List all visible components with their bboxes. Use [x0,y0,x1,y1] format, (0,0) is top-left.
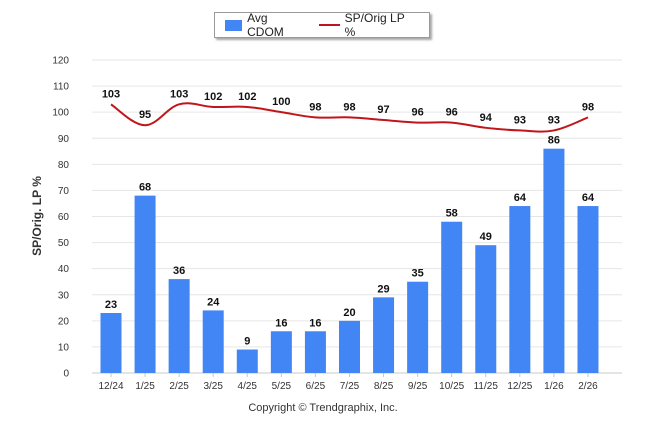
x-axis-ticks: 12/24 1/25 2/25 3/25 4/25 5/25 6/25 7/25 8/25 9/2… [98,373,598,392]
x-tick-label: 1/25 [135,381,155,392]
bar-data-label: 29 [377,283,389,295]
bar-avg-cdom[interactable] [509,206,531,373]
x-tick-label: 2/26 [578,381,598,392]
x-tick-label: 10/25 [439,381,464,392]
bar-avg-cdom[interactable] [100,313,122,373]
bar-avg-cdom[interactable] [407,281,429,373]
bar-avg-cdom[interactable] [168,279,190,373]
line-data-label: 95 [139,109,151,121]
line-data-label: 98 [582,101,594,113]
y-tick-label: 70 [58,186,70,197]
line-data-label: 97 [377,104,389,116]
y-tick-label: 80 [58,160,70,171]
bar-avg-cdom[interactable] [373,297,395,373]
line-data-label: 100 [272,96,290,108]
y-tick-label: 90 [58,134,70,145]
bar-avg-cdom[interactable] [236,349,258,373]
bar-data-label: 16 [309,317,321,329]
x-tick-label: 8/25 [374,381,394,392]
legend-bar-swatch [225,19,243,31]
y-tick-label: 50 [58,238,70,249]
bar-avg-cdom[interactable] [543,148,565,373]
bar-data-label: 23 [105,299,117,311]
legend-line-label: SP/Orig LP % [344,11,405,39]
x-tick-label: 12/24 [98,381,123,392]
x-tick-label: 5/25 [272,381,292,392]
y-tick-label: 0 [63,369,69,380]
bar-avg-cdom[interactable] [577,206,599,373]
bar-data-label: 35 [412,268,424,280]
bar-data-label: 9 [244,336,250,348]
y-tick-label: 20 [58,316,70,327]
bar-data-label: 49 [480,231,492,243]
line-data-label: 98 [309,101,321,113]
x-tick-label: 9/25 [408,381,428,392]
bar-avg-cdom[interactable] [441,221,463,373]
bar-avg-cdom[interactable] [134,195,156,373]
y-axis-ticks: 0 10 20 30 40 50 60 70 80 90 100 110 120 [52,56,69,380]
x-tick-label: 1/26 [544,381,564,392]
line-data-label: 96 [446,107,458,119]
bar-data-label: 58 [446,208,458,220]
y-tick-label: 10 [58,342,70,353]
bar-layer: 23 68 36 24 9 16 16 20 29 35 58 49 64 86 64 [100,135,599,373]
x-tick-label: 11/25 [474,381,499,392]
x-tick-label: 6/25 [306,381,326,392]
x-tick-label: 3/25 [203,381,223,392]
line-data-label: 98 [343,101,355,113]
y-tick-label: 120 [52,56,69,67]
bar-avg-cdom[interactable] [270,331,292,373]
x-tick-label: 2/25 [169,381,189,392]
bar-avg-cdom[interactable] [304,331,326,373]
bar-data-label: 86 [548,135,560,147]
y-tick-label: 30 [58,290,70,301]
line-data-label: 103 [102,88,120,100]
line-data-label: 102 [204,91,222,103]
line-data-label: 94 [480,112,493,124]
bar-data-label: 16 [275,317,287,329]
bar-avg-cdom[interactable] [202,310,224,373]
bar-data-label: 20 [343,307,355,319]
bar-data-label: 36 [173,265,185,277]
y-tick-label: 110 [53,82,69,93]
legend-item-bar[interactable]: Avg CDOM [225,11,305,39]
y-tick-label: 60 [58,212,70,223]
bar-data-label: 24 [207,296,220,308]
legend-item-line[interactable]: SP/Orig LP % [318,11,415,39]
x-tick-label: 7/25 [340,381,360,392]
legend: Avg CDOM SP/Orig LP % [214,11,430,39]
bar-avg-cdom[interactable] [475,245,497,373]
y-tick-label: 100 [52,108,69,119]
y-axis-label: SP/Orig. LP % [30,176,44,256]
line-data-label: 103 [170,88,188,100]
y-tick-label: 40 [58,264,70,275]
line-data-label: 93 [514,114,526,126]
line-data-label: 96 [412,107,424,119]
legend-bar-label: Avg CDOM [247,11,284,39]
x-tick-label: 12/25 [507,381,532,392]
line-data-label: 93 [548,114,560,126]
bar-data-label: 64 [582,192,595,204]
bar-data-label: 68 [139,182,151,194]
bar-data-label: 64 [514,192,527,204]
bar-avg-cdom[interactable] [338,320,360,373]
legend-line-swatch [318,24,340,26]
copyright-text: Copyright © Trendgraphix, Inc. [248,402,398,414]
line-data-label: 102 [238,91,256,103]
line-layer: 103 95 103 102 102 100 98 98 97 96 96 94 93 93 98 [102,88,594,133]
x-tick-label: 4/25 [238,381,258,392]
